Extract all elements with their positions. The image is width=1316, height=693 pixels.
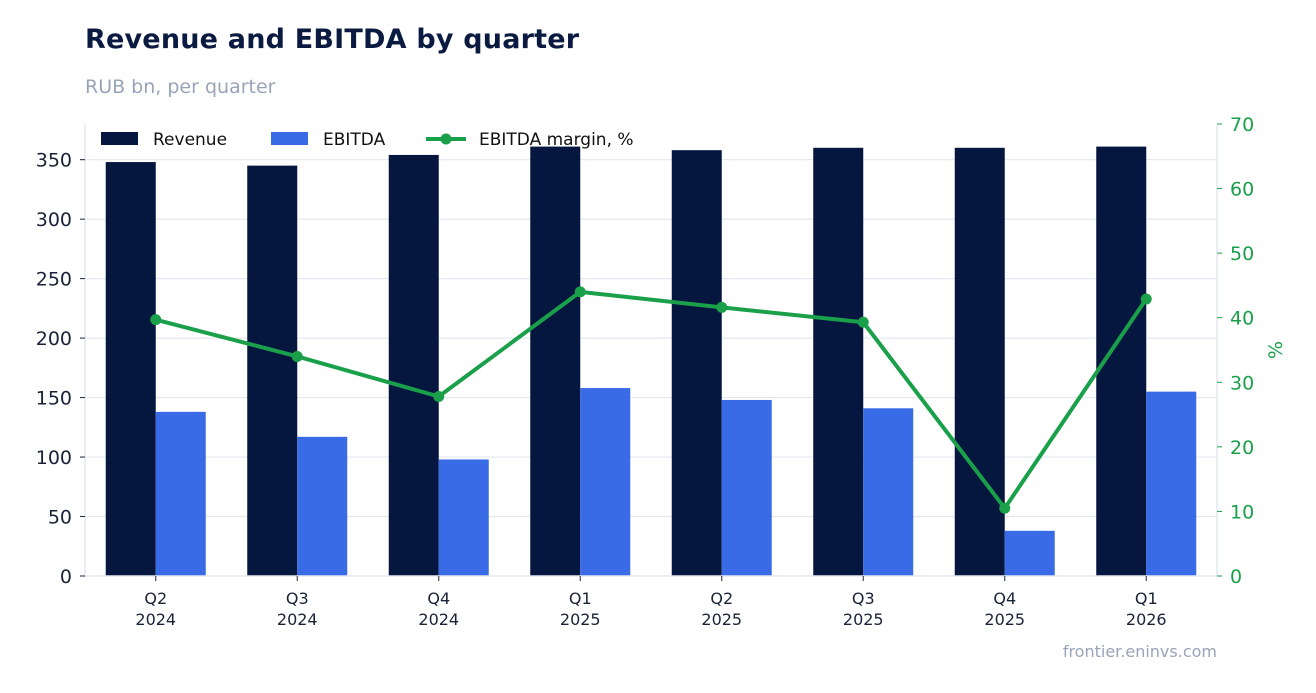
- revenue-bar: [388, 154, 439, 576]
- ebitda-margin-point: [150, 314, 162, 326]
- x-tick-label-quarter: Q3: [286, 589, 309, 608]
- revenue-bar: [671, 150, 722, 576]
- x-tick-label-quarter: Q1: [1135, 589, 1158, 608]
- x-tick-label-year: 2025: [701, 610, 742, 629]
- source-credit: frontier.eninvs.com: [1062, 642, 1217, 661]
- x-tick-label-quarter: Q2: [144, 589, 167, 608]
- legend-swatch-revenue: [101, 132, 138, 145]
- y-left-tick-label: 100: [36, 447, 72, 469]
- revenue-bar: [530, 146, 581, 576]
- x-tick-label-quarter: Q3: [852, 589, 875, 608]
- ebitda-margin-point: [1140, 293, 1152, 305]
- y-right-tick-label: 70: [1230, 114, 1254, 136]
- revenue-bar: [105, 162, 156, 576]
- x-tick-label-year: 2024: [135, 610, 176, 629]
- y-left-tick-label: 50: [48, 507, 72, 529]
- revenue-bar: [813, 147, 864, 576]
- x-tick-label-quarter: Q2: [710, 589, 733, 608]
- x-tick-label-quarter: Q1: [569, 589, 592, 608]
- chart-title: Revenue and EBITDA by quarter: [85, 24, 580, 55]
- y-right-tick-label: 50: [1230, 243, 1254, 265]
- ebitda-margin-point: [857, 316, 869, 328]
- ebitda-margin-point: [999, 502, 1011, 514]
- x-tick-label-year: 2024: [418, 610, 459, 629]
- y-left-tick-label: 150: [36, 388, 72, 410]
- ebitda-margin-point: [433, 390, 445, 402]
- y-left-tick-label: 350: [36, 150, 72, 172]
- revenue-bar: [954, 147, 1005, 576]
- y-right-tick-label: 40: [1230, 308, 1254, 330]
- x-tick-label-year: 2024: [277, 610, 318, 629]
- ebitda-bar: [721, 399, 772, 576]
- legend-label-margin: EBITDA margin, %: [479, 130, 634, 150]
- legend-label-revenue: Revenue: [153, 130, 227, 150]
- x-tick-label-year: 2026: [1126, 610, 1167, 629]
- legend-label-ebitda: EBITDA: [323, 130, 386, 150]
- ebitda-bar: [155, 411, 206, 576]
- x-tick-label-quarter: Q4: [427, 589, 450, 608]
- legend-swatch-ebitda: [271, 132, 308, 145]
- ebitda-bar: [1146, 391, 1197, 576]
- y-right-tick-label: 0: [1230, 566, 1242, 588]
- revenue-bar: [247, 165, 298, 576]
- legend-swatch-margin-marker: [440, 133, 452, 145]
- ebitda-bar: [438, 459, 489, 576]
- y-right-tick-label: 60: [1230, 179, 1254, 201]
- ebitda-bar: [580, 388, 631, 576]
- y-right-tick-label: 20: [1230, 437, 1254, 459]
- y-right-tick-label: 30: [1230, 372, 1254, 394]
- ebitda-bar: [297, 436, 348, 576]
- y-right-tick-label: 10: [1230, 501, 1254, 523]
- y-left-tick-label: 200: [36, 328, 72, 350]
- x-tick-label-year: 2025: [843, 610, 884, 629]
- y-right-axis-label: %: [1265, 341, 1287, 359]
- ebitda-margin-point: [291, 350, 303, 362]
- x-tick-label-quarter: Q4: [993, 589, 1016, 608]
- ebitda-margin-line: [155, 289, 1148, 511]
- y-left-tick-label: 250: [36, 269, 72, 291]
- ebitda-bar: [863, 408, 914, 576]
- ebitda-bar: [1004, 530, 1055, 576]
- chart-subtitle: RUB bn, per quarter: [85, 76, 276, 98]
- x-tick-label-year: 2025: [560, 610, 601, 629]
- y-left-tick-label: 0: [60, 566, 72, 588]
- ebitda-margin-point: [574, 286, 586, 298]
- ebitda-margin-point: [716, 301, 728, 313]
- x-tick-label-year: 2025: [984, 610, 1025, 629]
- y-left-tick-label: 300: [36, 209, 72, 231]
